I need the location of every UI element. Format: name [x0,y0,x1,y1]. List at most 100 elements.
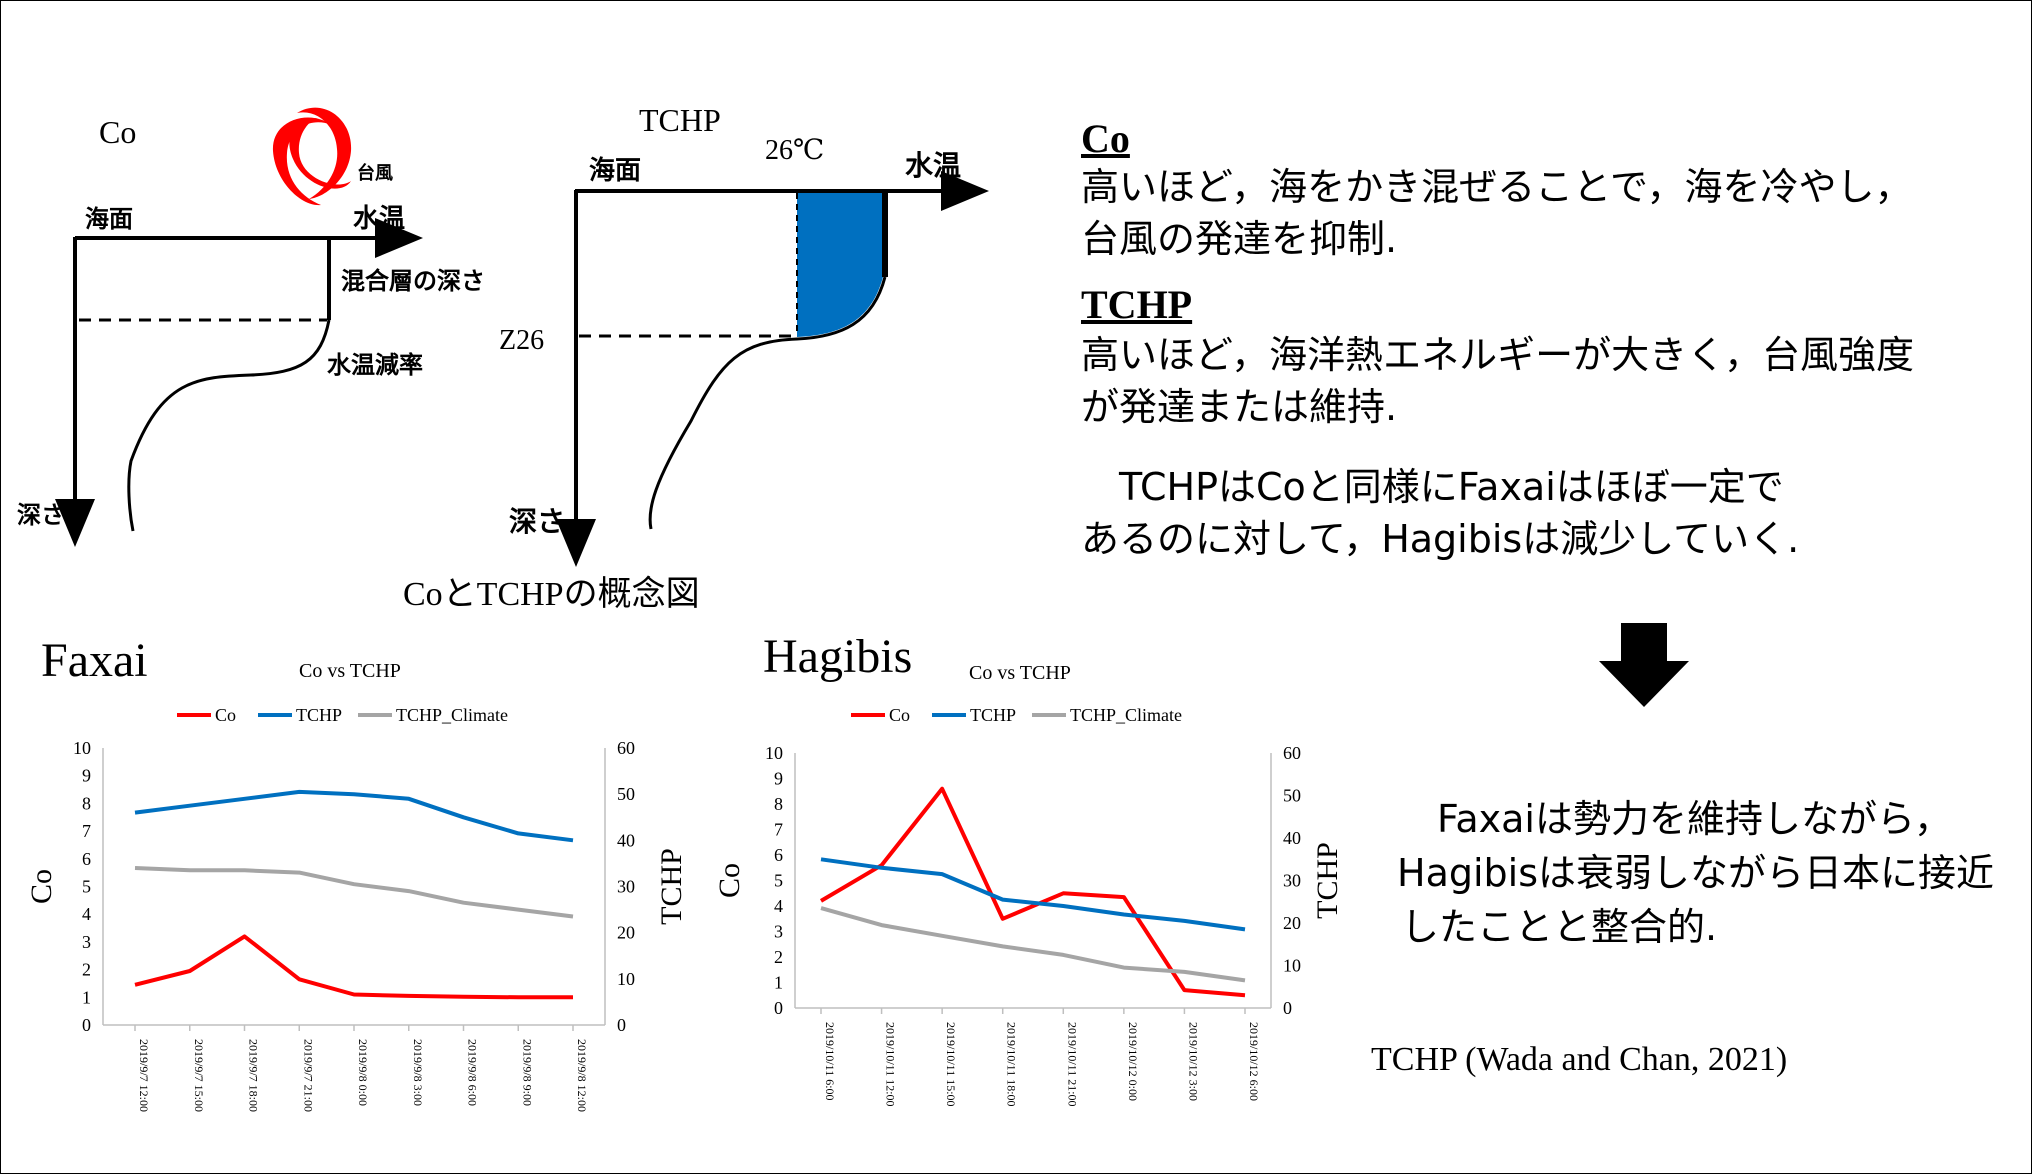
legend-label-tchp_climate: TCHP_Climate [396,705,508,725]
left-tick-label: 5 [774,871,783,891]
right-tick-label: 0 [617,1015,626,1035]
series-line-co [134,934,573,1000]
tchp-text-line-1: 高いほど，海洋熱エネルギーが大きく，台風強度 [1081,333,1914,377]
x-tick-label: 2019/9/7 12:00 [137,1039,151,1112]
left-tick-label: 8 [82,793,91,813]
tchp-heading: TCHP [1081,282,1193,327]
tchp-depth-label: 深さ [509,505,565,538]
left-tick-label: 0 [82,1015,91,1035]
x-tick-label: 2019/10/12 3:00 [1186,1022,1200,1101]
x-tick-label: 2019/9/8 12:00 [575,1039,589,1112]
right-tick-label: 0 [1283,998,1292,1018]
co-text-line-1: 高いほど，海をかき混ぜることで，海を冷やし， [1081,165,1913,209]
right-tick-label: 50 [617,784,635,804]
co-temperature-profile [127,319,331,532]
x-tick-label: 2019/10/11 6:00 [823,1022,837,1101]
left-tick-label: 8 [774,794,783,814]
left-tick-label: 10 [73,738,91,758]
right-tick-label: 20 [617,923,635,943]
typhoon-label: 台風 [357,162,393,184]
right-tick-label: 20 [1283,913,1301,933]
x-tick-label: 2019/10/11 18:00 [1005,1022,1019,1107]
left-tick-label: 2 [774,947,783,967]
left-tick-label: 7 [774,820,783,840]
conclusion-line-3: したことと整合的. [1401,905,1718,949]
left-tick-label: 6 [774,845,783,865]
faxai-chart: Co vs TCHP Co TCHP TCHP_Climate 0 1 2 3 4 5 6 7 8 9 10… [25,660,688,1112]
co-heading: Co [1081,116,1130,161]
series-line-tchp_climate [820,906,1246,983]
left-tick-label: 2 [82,960,91,980]
left-tick-label: 3 [774,922,783,942]
left-tick-label: 3 [82,932,91,952]
right-tick-label: 40 [1283,828,1301,848]
co-mixed-layer-label: 混合層の深さ [341,267,485,295]
concept-caption: CoとTCHPの概念図 [403,575,700,613]
x-tick-label: 2019/10/12 0:00 [1126,1022,1140,1101]
tchp-temperature-profile [648,276,887,530]
legend-label-tchp: TCHP [970,705,1016,725]
tchp-diagram-title: TCHP [639,102,721,138]
co-depth-label: 深さ [17,501,65,529]
co-lapse-rate-label: 水温減率 [327,351,423,379]
left-tick-label: 5 [82,877,91,897]
legend-label-tchp_climate: TCHP_Climate [1070,705,1182,725]
tchp-heat-area [797,191,883,337]
x-tick-label: 2019/9/8 9:00 [520,1039,534,1106]
right-tick-label: 10 [1283,956,1301,976]
tchp-sea-surface-label: 海面 [589,156,641,186]
tchp-diagram: TCHP 26℃ 海面 水温 Z26 深さ [499,102,989,567]
left-tick-label: 1 [82,987,91,1007]
right-axis-label: TCHP [655,848,688,925]
note-line-1: TCHPはCoと同様にFaxaiはほぼ一定で [1081,465,1784,509]
x-tick-label: 2019/9/8 0:00 [356,1039,370,1106]
series-line-tchp [820,857,1246,932]
left-tick-label: 1 [774,973,783,993]
x-tick-label: 2019/10/11 21:00 [1065,1022,1079,1107]
x-tick-label: 2019/10/12 6:00 [1247,1022,1261,1101]
x-tick-label: 2019/9/8 3:00 [411,1039,425,1106]
series-line-co [819,786,1246,998]
left-tick-label: 4 [774,896,783,916]
typhoon-icon [272,107,352,206]
faxai-chart-name: Faxai [41,634,148,687]
legend-label-co: Co [889,705,910,725]
co-sea-surface-label: 海面 [85,205,133,233]
tchp-text-line-2: が発達または維持. [1081,385,1398,429]
note-line-2: あるのに対して，Hagibisは減少していく. [1081,517,1800,561]
x-tick-label: 2019/10/11 12:00 [884,1022,898,1107]
x-tick-label: 2019/10/11 15:00 [944,1022,958,1107]
hagibis-chart: Co vs TCHP Co TCHP TCHP_Climate 0 1 2 3 4 5 6 7 8 9 10… [713,662,1344,1107]
conclusion-line-1: Faxaiは勢力を維持しながら， [1399,797,1952,841]
tchp-z26-label: Z26 [499,325,544,356]
left-tick-label: 6 [82,849,91,869]
co-water-temp-label: 水温 [353,204,405,234]
chart-title: Co vs TCHP [969,662,1071,684]
legend-label-tchp: TCHP [296,705,342,725]
x-tick-label: 2019/9/7 18:00 [247,1039,261,1112]
tchp-26c-label: 26℃ [765,135,824,166]
x-tick-label: 2019/9/7 15:00 [192,1039,206,1112]
right-tick-label: 40 [617,830,635,850]
x-tick-label: 2019/9/8 6:00 [466,1039,480,1106]
right-tick-label: 10 [617,969,635,989]
chart-title: Co vs TCHP [299,660,401,682]
left-tick-label: 9 [774,769,783,789]
co-diagram-title: Co [99,114,136,150]
left-tick-label: 4 [82,904,91,924]
right-tick-label: 60 [617,738,635,758]
right-tick-label: 60 [1283,743,1301,763]
right-tick-label: 50 [1283,786,1301,806]
left-tick-label: 9 [82,766,91,786]
left-tick-label: 10 [765,743,783,763]
left-tick-label: 0 [774,998,783,1018]
right-tick-label: 30 [617,877,635,897]
co-text-line-2: 台風の発達を抑制. [1081,217,1398,261]
left-tick-label: 7 [82,821,91,841]
left-axis-label: Co [25,869,58,904]
citation: TCHP (Wada and Chan, 2021) [1371,1041,1788,1078]
right-axis-label: TCHP [1311,842,1344,919]
co-diagram: Co 台風 海面 水温 混合層の深さ 水温減率 深さ [17,107,485,547]
